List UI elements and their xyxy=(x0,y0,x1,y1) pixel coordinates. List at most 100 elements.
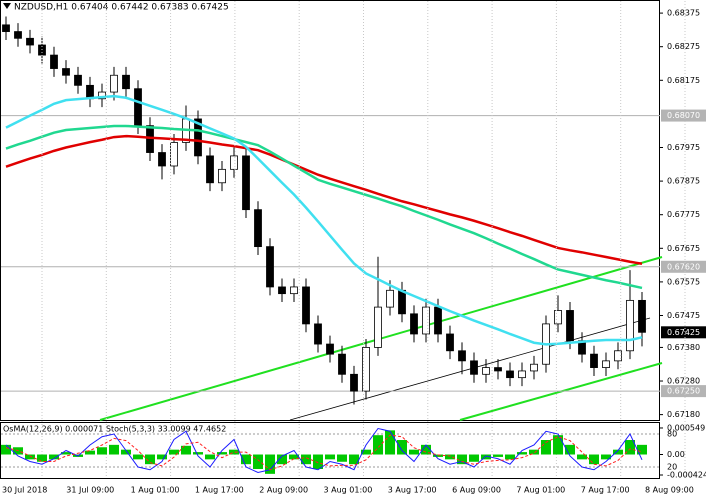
osma-bar xyxy=(385,430,395,455)
osma-bar xyxy=(349,454,359,465)
y2-tick-label: 20 xyxy=(667,463,677,472)
candle-body xyxy=(74,74,82,86)
candle-body xyxy=(98,91,106,100)
y-tick-label: 0.67180 xyxy=(667,410,700,419)
x-tick-label: 30 Jul 2018 xyxy=(2,486,47,495)
chart-title: NZDUSD,H1 0.67404 0.67442 0.67383 0.6742… xyxy=(14,3,229,13)
osma-bar xyxy=(205,454,215,460)
candle-body xyxy=(626,299,634,352)
candle-body xyxy=(254,209,262,248)
candle-body xyxy=(398,289,406,315)
osma-bar xyxy=(289,454,299,460)
level-label: 0.68070 xyxy=(667,111,700,120)
y2-tick-label: 80 xyxy=(667,430,677,439)
y-tick-label: 0.68275 xyxy=(667,42,700,51)
candle-body xyxy=(158,152,166,167)
osma-bar xyxy=(589,454,599,465)
osma-bar xyxy=(361,449,371,455)
osma-bar xyxy=(97,447,107,455)
candle-body xyxy=(386,289,394,308)
osma-bar xyxy=(433,454,443,457)
candle-body xyxy=(314,323,322,345)
x-tick-label: 31 Jul 09:00 xyxy=(66,486,114,495)
y-tick-label: 0.67675 xyxy=(667,244,700,253)
y-tick-label: 0.67475 xyxy=(667,311,700,320)
x-tick-label: 3 Aug 01:00 xyxy=(324,486,373,495)
candle-body xyxy=(122,74,130,90)
x-tick-label: 2 Aug 09:00 xyxy=(259,486,308,495)
candle-body xyxy=(374,306,382,348)
osma-bar xyxy=(49,454,59,460)
osma-bar xyxy=(337,454,347,462)
candle-body xyxy=(2,24,10,32)
osma-bar xyxy=(157,454,167,460)
osma-bar xyxy=(241,454,251,465)
x-tick-label: 8 Aug 09:00 xyxy=(645,486,694,495)
y-tick-label: 0.000549 xyxy=(667,423,705,432)
candle-body xyxy=(230,155,238,170)
osma-bar xyxy=(133,454,143,460)
osma-bar xyxy=(613,449,623,455)
y-tick-label: 0.67875 xyxy=(667,177,700,186)
candle-body xyxy=(518,370,526,379)
osma-bar xyxy=(325,454,335,460)
osma-bar xyxy=(469,454,479,462)
candle-body xyxy=(458,350,466,362)
x-tick-label: 7 Aug 17:00 xyxy=(581,486,630,495)
candle-body xyxy=(14,31,22,39)
level-tag xyxy=(661,260,706,273)
osma-bar xyxy=(25,454,35,460)
y-tick-label: 0.67775 xyxy=(667,210,700,219)
osma-bar xyxy=(505,454,515,460)
osma-bar xyxy=(565,444,575,455)
osma-bar xyxy=(181,445,191,455)
osma-bar xyxy=(481,454,491,460)
x-tick-label: 7 Aug 01:00 xyxy=(516,486,565,495)
candle-body xyxy=(290,286,298,295)
osma-bar xyxy=(541,440,551,455)
osma-bar xyxy=(277,454,287,465)
candle-body xyxy=(590,353,598,368)
candle-body xyxy=(482,367,490,375)
osma-bar xyxy=(445,454,455,460)
moving-average xyxy=(5,94,643,346)
indicator-title: OsMA(12,26,9) 0.000071 Stoch(5,3,3) 33.0… xyxy=(3,425,226,434)
x-tick-label: 6 Aug 09:00 xyxy=(452,486,501,495)
candle-body xyxy=(350,373,358,392)
candle-body xyxy=(446,333,454,352)
osma-bar xyxy=(397,440,407,455)
osma-bar xyxy=(553,435,563,455)
osma-bar xyxy=(517,452,527,455)
osma-bar xyxy=(253,454,263,470)
price-label: 0.67425 xyxy=(667,328,700,337)
osma-bar xyxy=(169,449,179,455)
candle-body xyxy=(614,350,622,362)
y-tick-label: 0.00 xyxy=(667,450,685,459)
stoch-line xyxy=(5,434,643,471)
candle-body xyxy=(26,37,34,46)
candle-body xyxy=(110,74,118,93)
osma-bar xyxy=(457,454,467,465)
candle-body xyxy=(194,118,202,157)
level-label: 0.67250 xyxy=(667,387,700,396)
osma-bar xyxy=(193,452,203,455)
osma-bar xyxy=(85,450,95,455)
osma-bar xyxy=(577,454,587,460)
candle-body xyxy=(506,370,514,379)
osma-bar xyxy=(37,454,47,462)
osma-bar xyxy=(217,452,227,455)
candle-body xyxy=(566,310,574,342)
candle-body xyxy=(554,310,562,325)
candle-body xyxy=(242,155,250,211)
candle-body xyxy=(434,306,442,335)
candle-body xyxy=(206,155,214,184)
y-tick-label: 0.67280 xyxy=(667,377,700,386)
dropdown-icon xyxy=(3,3,11,9)
x-tick-label: 3 Aug 17:00 xyxy=(388,486,437,495)
osma-bar xyxy=(109,444,119,455)
osma-bar xyxy=(601,454,611,460)
candle-body xyxy=(470,360,478,375)
osma-bar xyxy=(1,444,11,455)
candle-body xyxy=(302,286,310,325)
